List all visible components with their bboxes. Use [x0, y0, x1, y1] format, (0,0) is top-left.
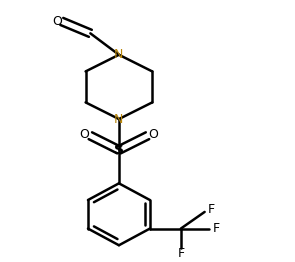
Text: O: O [79, 128, 89, 141]
Text: F: F [177, 247, 184, 260]
Text: S: S [114, 143, 124, 157]
Text: O: O [52, 15, 62, 28]
Text: F: F [213, 222, 220, 235]
Text: F: F [208, 203, 215, 216]
Text: N: N [114, 48, 124, 61]
Text: N: N [114, 113, 124, 125]
Text: O: O [148, 128, 158, 141]
